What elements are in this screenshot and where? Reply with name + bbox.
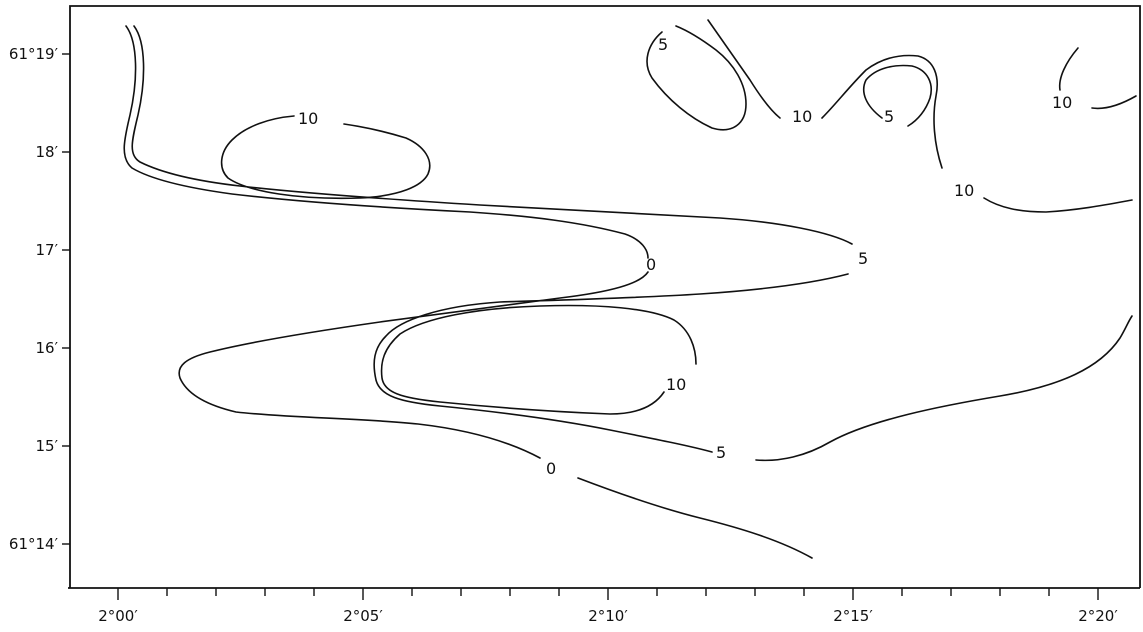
x-tick-label: 2°20′ — [1078, 607, 1118, 625]
contour-line-5-middle — [373, 273, 849, 453]
contour-label: 0 — [546, 459, 556, 478]
contour-line-0-upper-outer — [131, 25, 853, 245]
contour-line-10-right — [983, 197, 1133, 213]
x-tick-label: 2°00′ — [98, 607, 138, 625]
y-tick-label: 61°14′ — [9, 535, 59, 553]
contour-label: 10 — [666, 375, 686, 394]
y-tick-label: 18′ — [36, 143, 59, 161]
contour-label: 5 — [716, 443, 726, 462]
contour-line-10-far-right — [1058, 47, 1137, 110]
contour-line-0-upper-inner — [123, 25, 649, 259]
contour-label: 5 — [884, 107, 894, 126]
contour-line-5-top — [646, 25, 747, 131]
contour-label: 5 — [658, 35, 668, 54]
contour-line-0-middle — [178, 271, 649, 459]
contour-label: 0 — [646, 255, 656, 274]
contour-label: 10 — [792, 107, 812, 126]
contour-line-10-top-right — [821, 54, 943, 169]
x-tick-label: 2°05′ — [343, 607, 383, 625]
y-axis-ticks — [62, 53, 70, 545]
contour-line-5-lower-right — [755, 315, 1133, 462]
contour-lines — [123, 19, 1137, 559]
x-axis-labels: 2°00′ 2°05′ 2°10′ 2°15′ 2°20′ — [98, 607, 1118, 625]
contour-line-10-upper-left — [220, 115, 431, 200]
y-tick-label: 17′ — [36, 241, 59, 259]
contour-line-10-middle — [380, 304, 697, 415]
x-axis-ticks — [117, 588, 1099, 600]
y-tick-label: 16′ — [36, 339, 59, 357]
x-tick-label: 2°15′ — [833, 607, 873, 625]
y-tick-label: 15′ — [36, 437, 59, 455]
y-tick-label: 61°19′ — [9, 45, 59, 63]
contour-line-0-lower — [577, 477, 813, 559]
y-axis-labels: 61°19′ 18′ 17′ 16′ 15′ 61°14′ — [9, 45, 59, 553]
x-tick-label: 2°10′ — [588, 607, 628, 625]
contour-label: 10 — [1052, 93, 1072, 112]
contour-line-5-top-right — [862, 64, 932, 127]
plot-frame — [69, 5, 1141, 588]
contour-label: 5 — [858, 249, 868, 268]
contour-line-diagonal-top — [707, 19, 781, 119]
contour-label: 10 — [954, 181, 974, 200]
contour-label: 10 — [298, 109, 318, 128]
contour-labels: 10 5 10 5 10 10 0 5 10 5 0 — [298, 35, 1072, 478]
